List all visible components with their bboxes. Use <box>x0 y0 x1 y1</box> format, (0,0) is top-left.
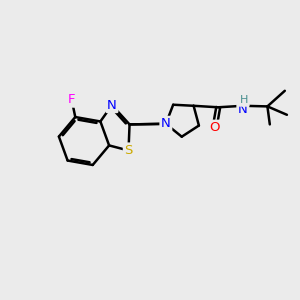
Text: O: O <box>209 121 220 134</box>
Text: N: N <box>107 99 117 112</box>
Text: N: N <box>238 103 248 116</box>
Text: F: F <box>68 93 75 106</box>
Text: S: S <box>124 144 133 157</box>
Text: N: N <box>161 117 171 130</box>
Text: H: H <box>240 95 248 105</box>
